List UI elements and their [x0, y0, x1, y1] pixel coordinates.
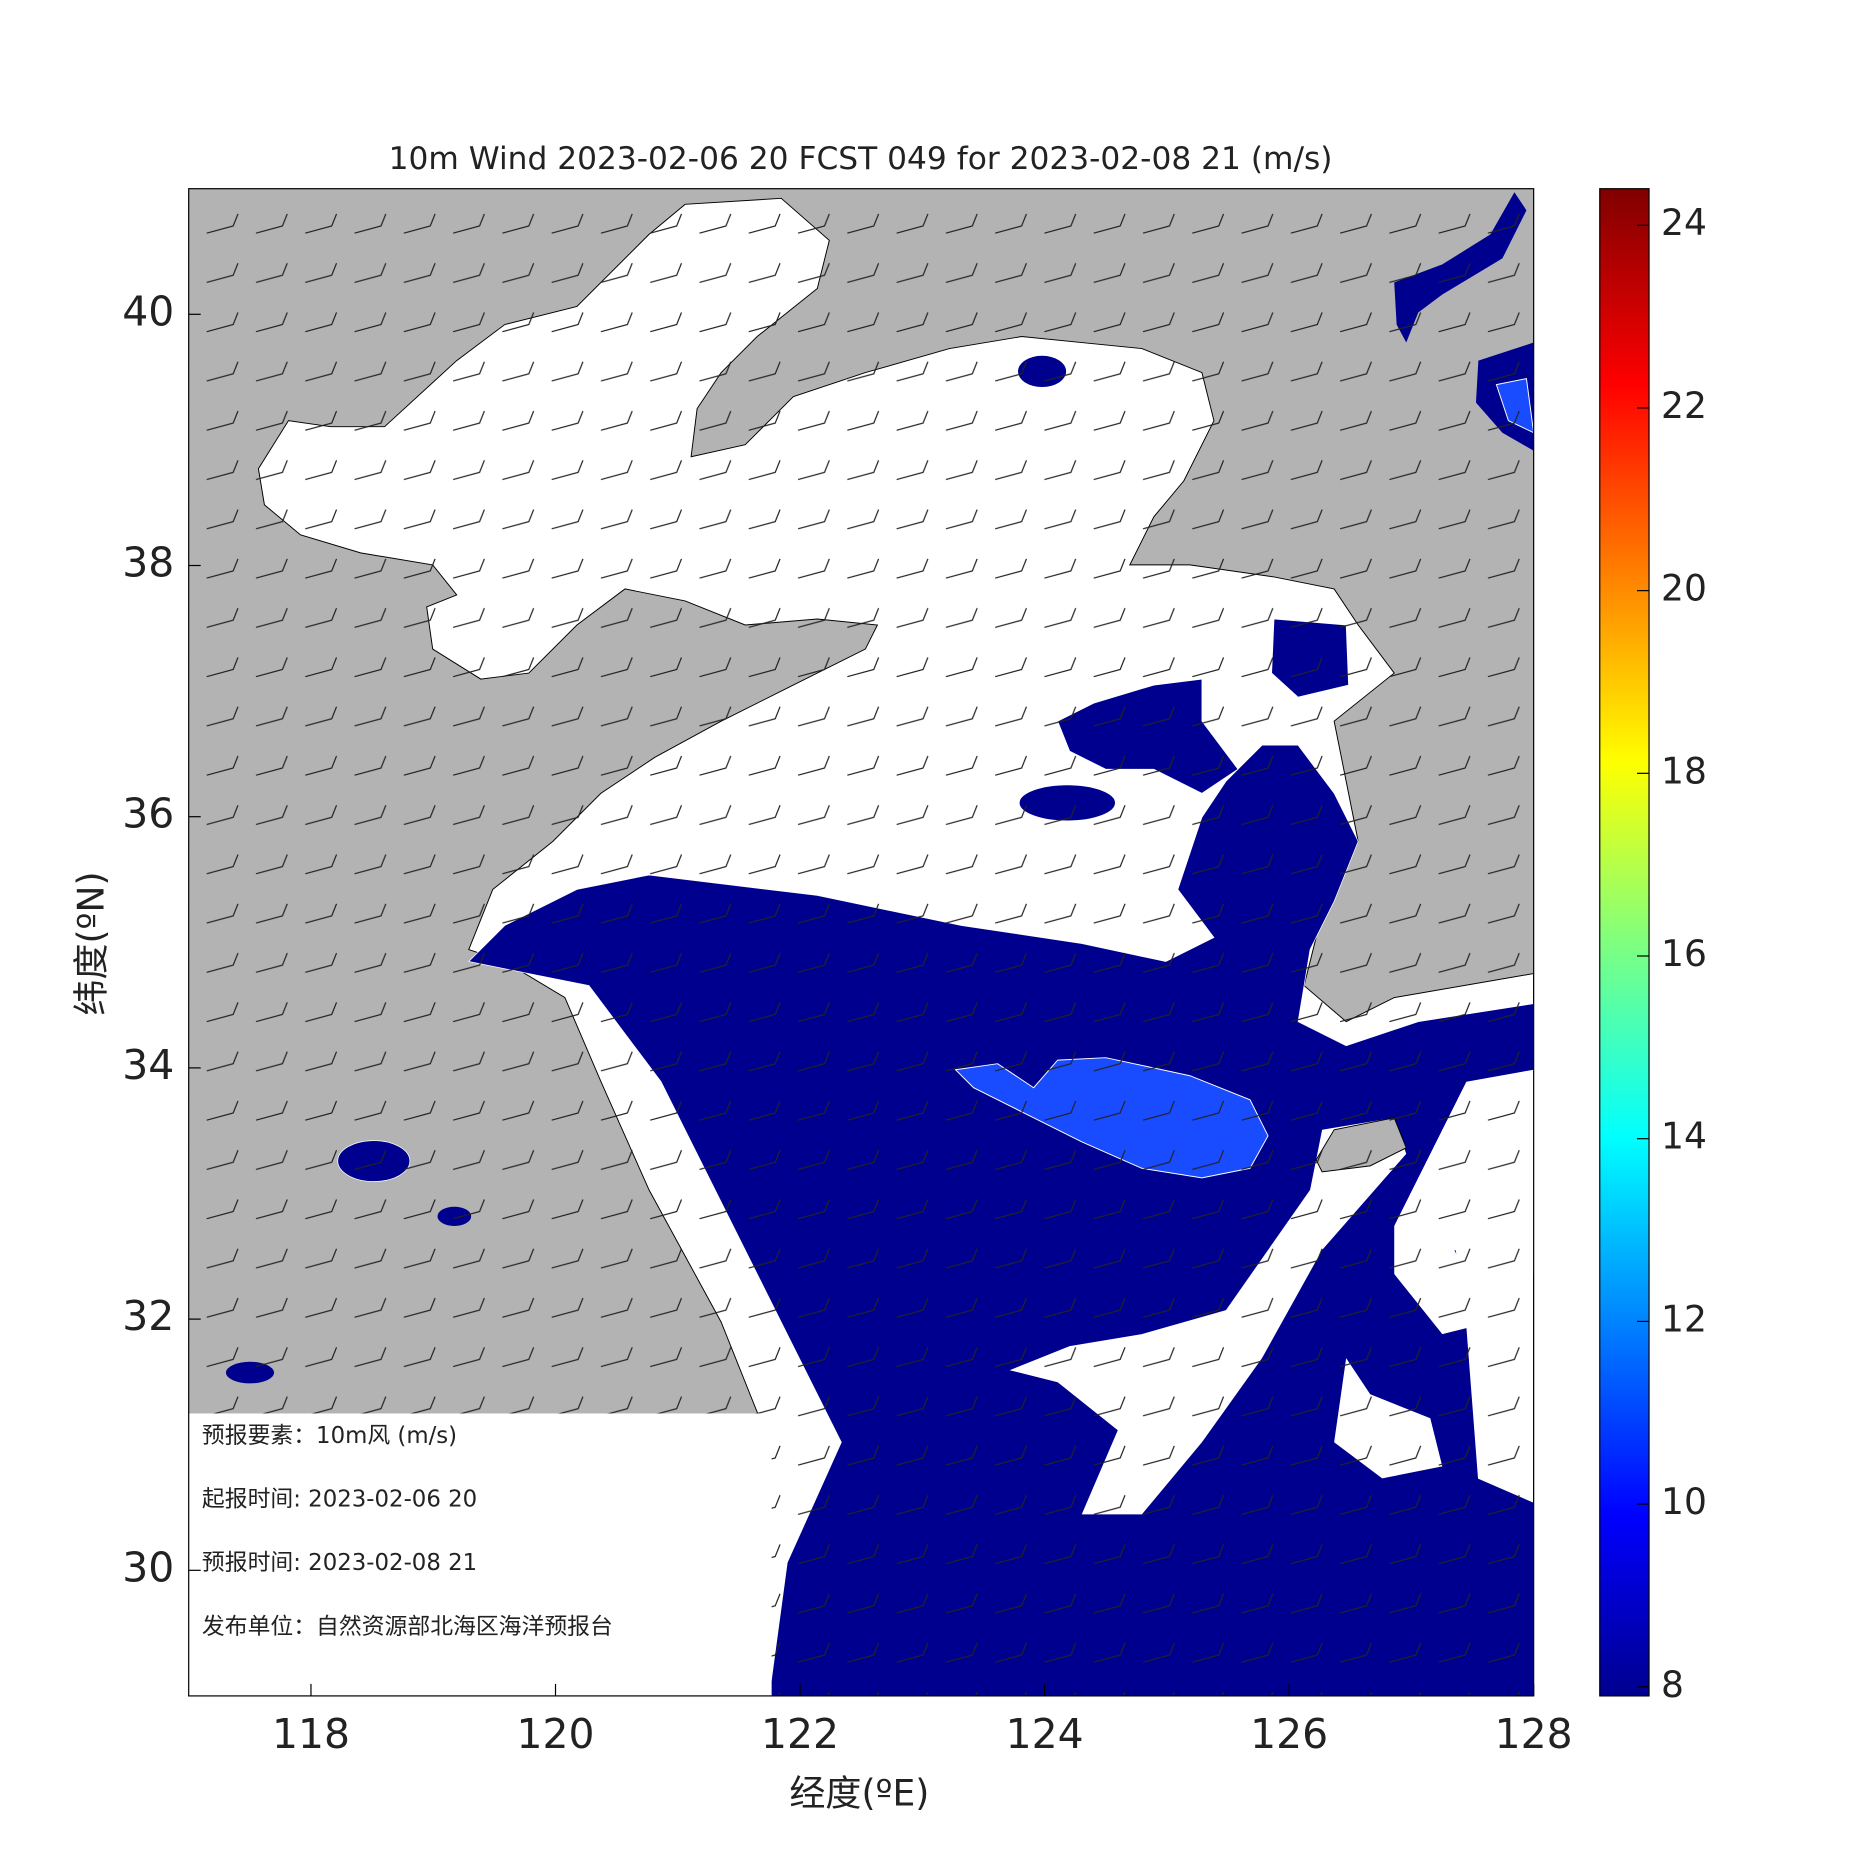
chart-title: 10m Wind 2023-02-06 20 FCST 049 for 2023…	[389, 141, 1333, 177]
y-tick-label: 40	[122, 287, 174, 335]
info-line: 发布单位：自然资源部北海区海洋预报台	[202, 1614, 613, 1640]
colorbar-tick-label: 16	[1661, 933, 1707, 975]
colorbar-tick-label: 14	[1661, 1116, 1707, 1158]
y-tick-label: 30	[122, 1543, 174, 1591]
x-tick-label: 126	[1250, 1710, 1328, 1758]
colorbar-tick-label: 24	[1661, 202, 1707, 244]
x-tick-label: 124	[1006, 1710, 1084, 1758]
x-tick-label: 128	[1495, 1710, 1573, 1758]
colorbar	[1599, 188, 1650, 1697]
x-tick-label: 120	[517, 1710, 595, 1758]
colorbar-tick-label: 20	[1661, 568, 1707, 610]
x-axis-label: 经度(ºE)	[789, 1773, 929, 1815]
y-axis-label: 纬度(ºN)	[71, 871, 113, 1015]
info-box	[188, 1413, 772, 1696]
colorbar-tick-label: 22	[1661, 385, 1707, 427]
info-line: 起报时间: 2023-02-06 20	[202, 1487, 477, 1513]
colorbar-tick-label: 18	[1661, 750, 1707, 792]
map	[188, 188, 1534, 1696]
colorbar-tick-label: 10	[1661, 1481, 1707, 1523]
y-tick-label: 36	[122, 790, 174, 838]
x-tick-label: 118	[272, 1710, 350, 1758]
plot-frame	[188, 188, 1535, 1697]
colorbar-tick-label: 12	[1661, 1298, 1707, 1340]
info-line: 预报时间: 2023-02-08 21	[202, 1550, 477, 1576]
y-tick-label: 38	[122, 539, 174, 587]
y-tick-label: 34	[122, 1041, 174, 1089]
info-lines: 预报要素：10m风 (m/s) 起报时间: 2023-02-06 20 预报时间: …	[202, 1423, 613, 1640]
colorbar-tick-label: 8	[1661, 1664, 1684, 1706]
x-tick-label: 122	[761, 1710, 839, 1758]
info-line: 预报要素：10m风 (m/s)	[202, 1423, 457, 1449]
y-tick-label: 32	[122, 1292, 174, 1340]
